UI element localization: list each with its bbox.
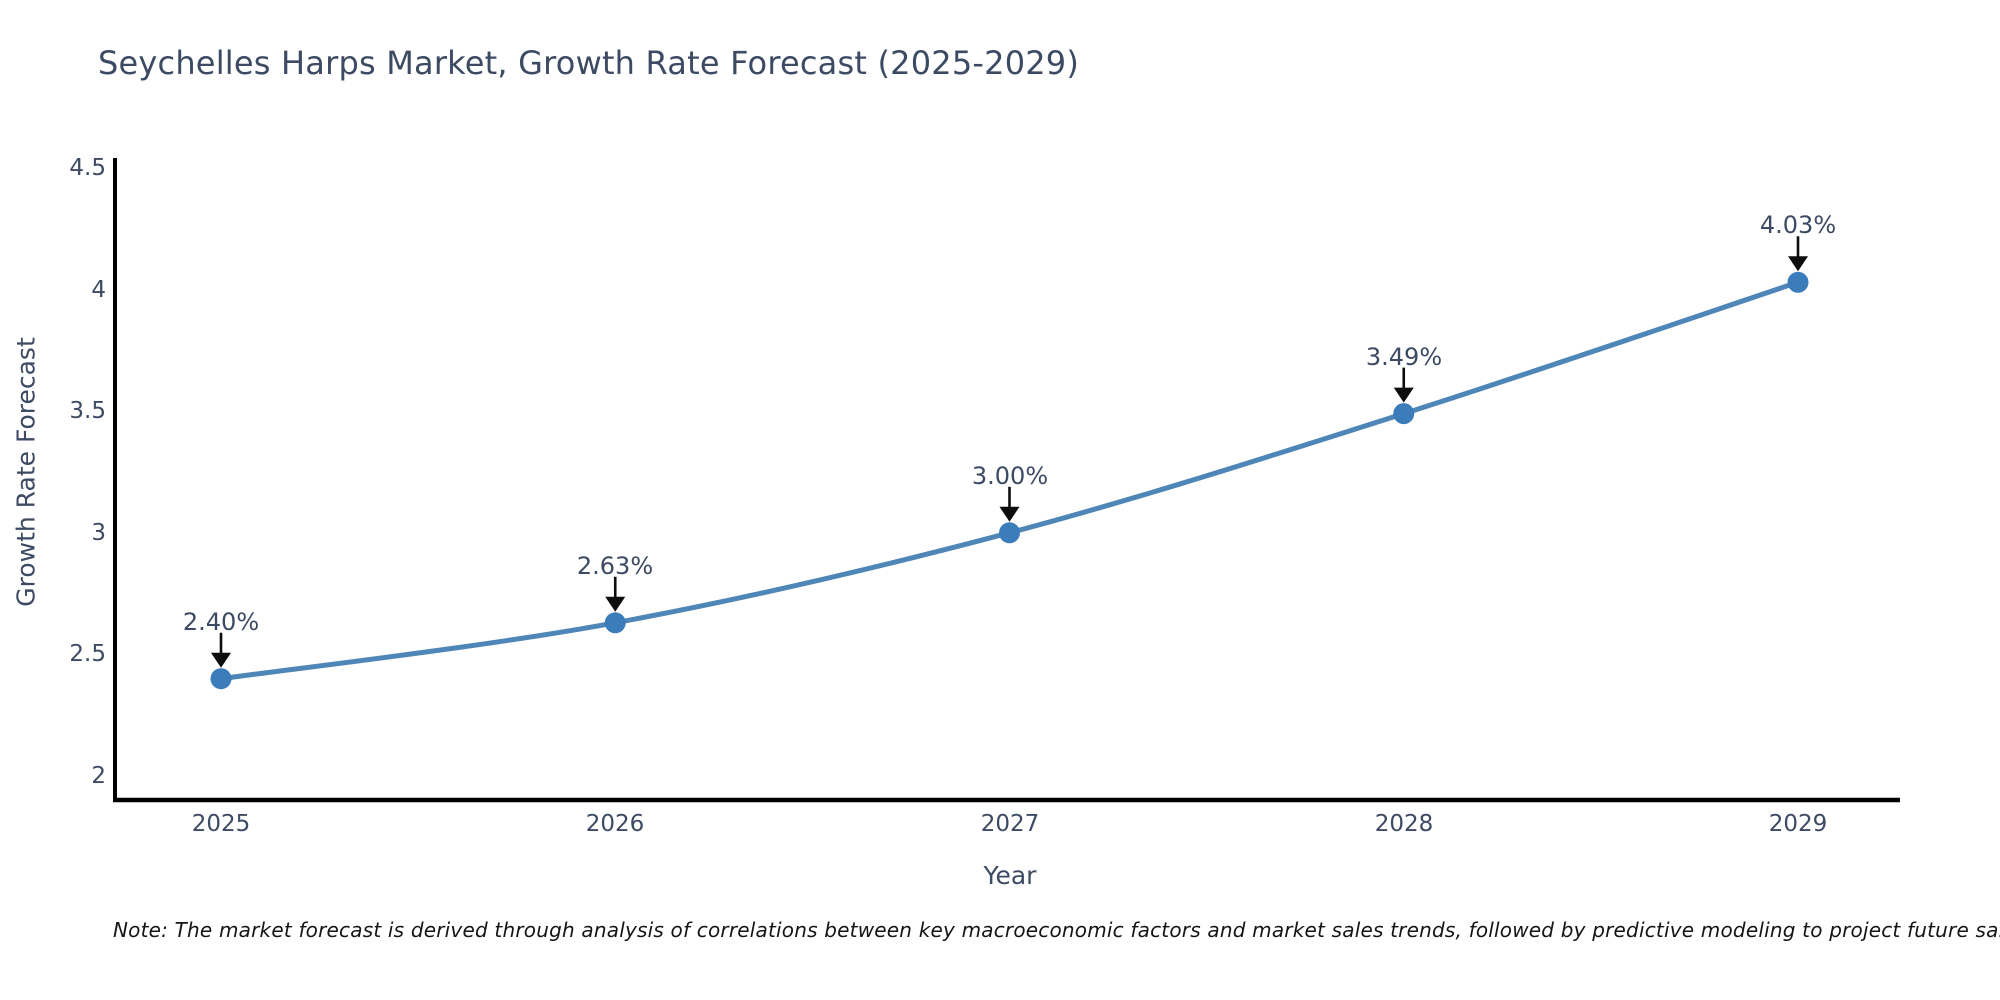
data-point-marker bbox=[1787, 271, 1809, 293]
y-tick-label: 2 bbox=[91, 763, 106, 789]
annotation-arrow-head bbox=[1788, 256, 1808, 272]
x-tick-label: 2026 bbox=[585, 811, 645, 837]
annotation-arrow-head bbox=[605, 596, 626, 612]
data-point-marker bbox=[604, 612, 626, 634]
y-tick-label: 2.5 bbox=[69, 641, 106, 667]
series-layer bbox=[210, 236, 1809, 690]
data-point-marker bbox=[1393, 403, 1415, 425]
x-tick-label: 2029 bbox=[1768, 811, 1828, 837]
footnote: Note: The market forecast is derived thr… bbox=[113, 918, 2000, 942]
x-tick-label: 2027 bbox=[980, 811, 1040, 837]
x-tick-label: 2025 bbox=[191, 811, 251, 837]
annotation-arrow-head bbox=[999, 506, 1020, 522]
data-point-marker bbox=[999, 522, 1020, 544]
annotation-arrow-head bbox=[1393, 387, 1414, 403]
point-annotation: 4.03% bbox=[1759, 211, 1837, 239]
annotation-arrow-head bbox=[211, 652, 231, 668]
x-axis-title: Year bbox=[983, 861, 1037, 890]
y-tick-label: 4 bbox=[91, 277, 106, 303]
point-annotation: 2.40% bbox=[182, 608, 260, 636]
point-annotation: 3.00% bbox=[971, 462, 1049, 490]
y-axis-title: Growth Rate Forecast bbox=[11, 337, 41, 607]
data-point-marker bbox=[210, 668, 232, 690]
point-annotation: 3.49% bbox=[1365, 343, 1443, 371]
y-tick-label: 3 bbox=[91, 520, 106, 546]
x-tick-label: 2028 bbox=[1374, 811, 1434, 837]
y-tick-label: 4.5 bbox=[69, 155, 106, 181]
point-annotation: 2.63% bbox=[576, 552, 654, 580]
y-tick-label: 3.5 bbox=[69, 398, 106, 424]
chart-title: Seychelles Harps Market, Growth Rate For… bbox=[98, 44, 1080, 82]
